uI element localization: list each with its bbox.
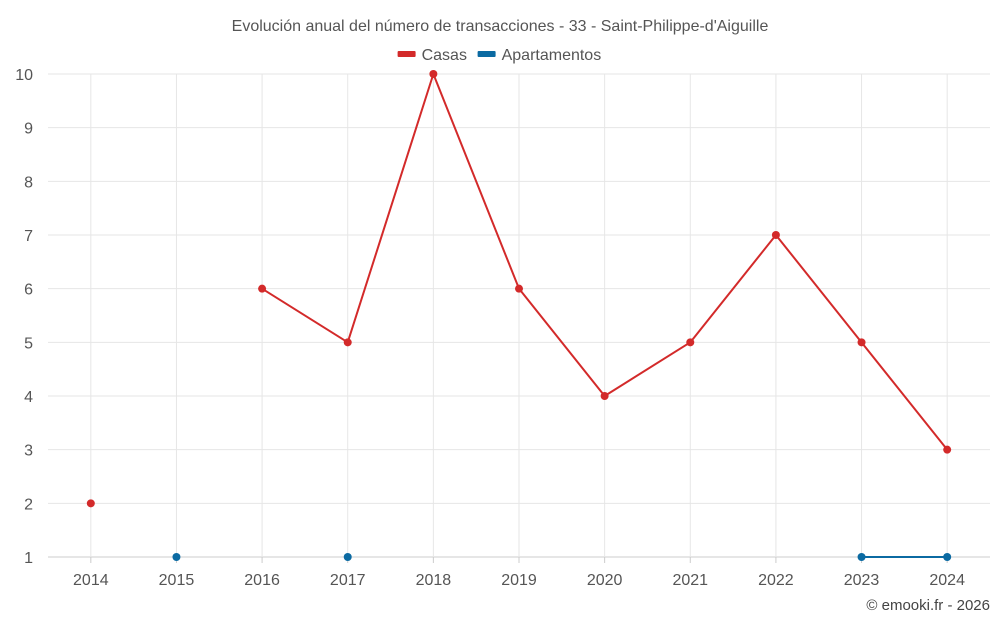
y-tick-label: 9 <box>24 121 33 138</box>
data-point <box>343 553 352 561</box>
series-line-segment <box>603 341 692 397</box>
x-tick-label: 2019 <box>501 572 537 589</box>
series-apartamentos <box>172 553 952 561</box>
legend-swatch <box>477 51 496 57</box>
legend-item-casas: Casas <box>397 47 467 64</box>
y-tick-label: 1 <box>24 550 33 567</box>
data-point <box>943 445 952 454</box>
data-point <box>857 553 866 561</box>
series-casas <box>86 70 952 508</box>
data-point <box>857 338 866 347</box>
y-tick-label: 4 <box>24 389 33 406</box>
gridlines <box>48 73 990 563</box>
series-line-segment <box>774 234 863 344</box>
data-point <box>515 284 523 293</box>
data-point <box>943 553 952 561</box>
y-tick-label: 5 <box>24 335 33 352</box>
data-point <box>686 338 695 347</box>
x-tick-label: 2023 <box>844 572 880 589</box>
x-tick-label: 2018 <box>416 572 452 589</box>
series-line-segment <box>689 234 777 344</box>
y-tick-label: 2 <box>24 496 33 513</box>
legend-swatch <box>397 51 416 57</box>
data-point <box>429 70 438 78</box>
data-point <box>172 553 181 561</box>
series-line-segment <box>261 287 349 344</box>
y-tick-label: 8 <box>24 174 33 191</box>
x-tick-label: 2016 <box>244 572 280 589</box>
x-tick-label: 2022 <box>758 572 794 589</box>
y-axis-ticks: 1 2 3 4 5 6 7 8 9 10 <box>15 67 33 567</box>
x-tick-label: 2014 <box>73 572 109 589</box>
credit-text: © emooki.fr - 2026 <box>866 597 990 614</box>
series-line-segment <box>432 73 520 290</box>
x-tick-label: 2021 <box>672 572 708 589</box>
series-layer <box>86 70 952 561</box>
chart-title: Evolución anual del número de transaccio… <box>232 18 769 35</box>
legend-item-apartamentos: Apartamentos <box>477 47 602 64</box>
legend-label: Apartamentos <box>502 47 602 64</box>
data-point <box>771 231 780 239</box>
data-point <box>600 392 609 400</box>
y-tick-label: 7 <box>24 228 33 245</box>
data-point <box>86 499 95 508</box>
x-tick-label: 2015 <box>159 572 195 589</box>
y-tick-label: 10 <box>15 67 33 84</box>
x-tick-label: 2024 <box>929 572 965 589</box>
data-point <box>343 338 352 347</box>
x-tick-label: 2020 <box>587 572 623 589</box>
legend: Casas Apartamentos <box>397 47 602 64</box>
data-point <box>258 284 267 293</box>
series-line-segment <box>860 341 949 451</box>
legend-label: Casas <box>422 47 467 64</box>
series-line-segment <box>346 73 435 344</box>
x-tick-label: 2017 <box>330 572 366 589</box>
y-tick-label: 3 <box>24 443 33 460</box>
series-line-segment <box>518 287 606 397</box>
x-axis-ticks: 2014 2015 2016 2017 2018 2019 2020 2021 2022 2023… <box>73 572 965 589</box>
y-tick-label: 6 <box>24 282 33 299</box>
